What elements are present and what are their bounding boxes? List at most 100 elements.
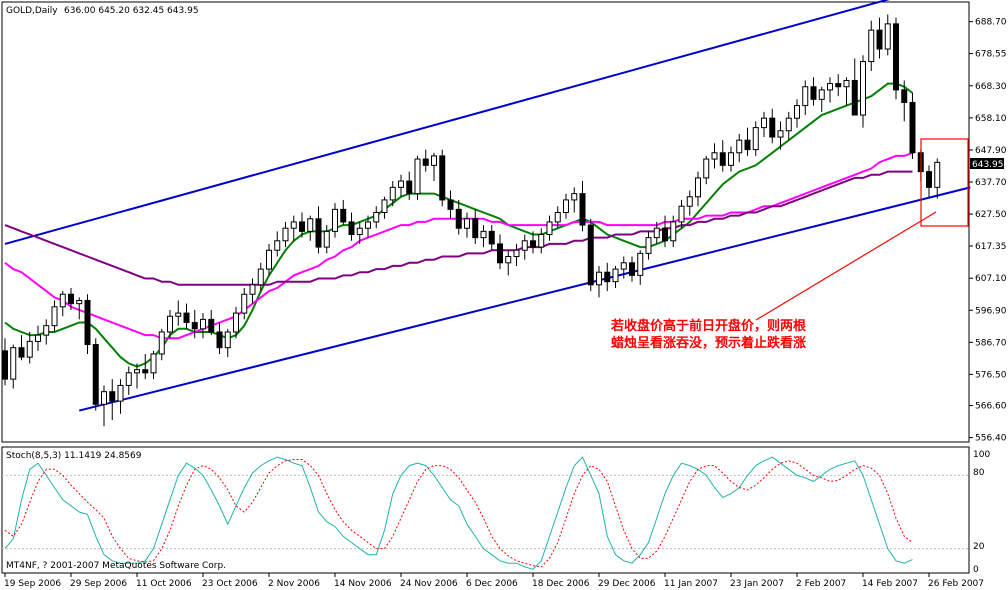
candle-body	[175, 312, 182, 317]
stoch-tick-80: 80	[973, 468, 985, 478]
candle	[860, 55, 866, 128]
annotation-line-1: 若收盘价高于前日开盘价，则两根	[610, 318, 807, 334]
candle	[18, 335, 25, 361]
candle	[785, 111, 792, 141]
candle-body	[43, 325, 50, 336]
candle	[249, 278, 256, 304]
y-tick-label: 688.70	[975, 18, 1007, 28]
candle	[233, 306, 239, 339]
candle-body	[117, 384, 124, 402]
candle-body	[596, 271, 602, 286]
candle	[332, 203, 338, 238]
candle-body	[26, 340, 33, 358]
candle-body	[868, 29, 875, 63]
candle	[802, 80, 809, 116]
candle-body	[604, 271, 611, 283]
candle	[92, 338, 99, 411]
candle	[513, 243, 520, 266]
candle-body	[35, 334, 41, 342]
candle-body	[893, 23, 899, 91]
candle-body	[785, 117, 792, 132]
price-axis: 688.70 678.55 668.30 658.10 647.90 637.70 627.…	[969, 18, 1007, 444]
candle-body	[711, 152, 718, 160]
candle-body	[472, 218, 479, 239]
candle-body	[645, 237, 652, 254]
candle	[43, 319, 50, 345]
candle-body	[191, 322, 198, 330]
x-tick-label: 6 Dec 2006	[466, 579, 518, 589]
candle	[926, 165, 932, 197]
y-tick-label: 617.35	[975, 242, 1007, 252]
candle	[381, 196, 388, 219]
series-ma_slow	[4, 170, 913, 286]
candle-body	[125, 372, 132, 386]
candle-body	[860, 61, 866, 116]
candle-body	[414, 158, 421, 195]
candle	[447, 190, 454, 219]
candle-body	[68, 293, 74, 305]
candle	[266, 243, 272, 276]
candle-body	[620, 262, 627, 270]
candle	[224, 328, 231, 358]
annotation-arrow	[755, 211, 937, 321]
candle	[68, 287, 74, 310]
candle-body	[398, 180, 404, 188]
y-tick-label: 668.30	[975, 82, 1007, 92]
candlesticks	[2, 14, 941, 427]
candle-body	[439, 155, 446, 201]
candle	[678, 199, 685, 229]
ohlc-label: 636.00 645.20 632.45 643.95	[64, 6, 199, 16]
candle-body	[464, 218, 470, 229]
candle-body	[332, 208, 338, 232]
candle-body	[926, 171, 932, 188]
candle	[711, 143, 718, 169]
x-tick-label: 23 Oct 2006	[202, 579, 258, 589]
candle	[530, 231, 536, 254]
candle	[274, 231, 281, 257]
candle-body	[695, 177, 701, 198]
candle-body	[290, 221, 297, 229]
y-tick-label: 586.70	[975, 338, 1007, 348]
channel-lower-line	[79, 186, 971, 412]
x-tick-label: 18 Dec 2006	[532, 579, 590, 589]
candle-body	[76, 300, 83, 305]
candle-body	[18, 347, 25, 358]
candle	[101, 385, 107, 427]
candle-body	[769, 117, 776, 138]
candle-body	[274, 240, 281, 251]
candle-body	[59, 293, 66, 308]
symbol-label: GOLD,Daily	[6, 6, 58, 16]
candle-body	[612, 268, 619, 283]
candle	[389, 181, 396, 207]
candle	[909, 93, 916, 160]
candle	[175, 300, 182, 326]
candle	[323, 225, 330, 254]
candle-body	[373, 211, 380, 223]
time-axis: 19 Sep 2006 29 Sep 2006 11 Oct 2006 23 Oct …	[4, 573, 984, 589]
candle	[208, 309, 215, 336]
candle	[662, 215, 668, 248]
candle	[579, 181, 586, 232]
candle-body	[579, 193, 586, 226]
candle	[497, 234, 503, 270]
candle-body	[307, 218, 314, 232]
candle	[620, 256, 627, 279]
candle-body	[851, 79, 858, 116]
candle	[538, 228, 545, 254]
candle	[719, 140, 726, 172]
candle-body	[200, 318, 206, 330]
candle	[398, 174, 404, 197]
candle-body	[843, 79, 850, 88]
y-tick-label: 637.70	[975, 178, 1007, 188]
candle	[653, 221, 660, 244]
candle-body	[10, 347, 17, 380]
candle-body	[835, 83, 842, 88]
candle	[769, 108, 776, 144]
candle	[604, 262, 611, 292]
candle	[282, 221, 289, 248]
candle	[488, 225, 495, 251]
candle-body	[167, 315, 173, 333]
candle	[455, 199, 462, 235]
candle	[158, 328, 165, 361]
